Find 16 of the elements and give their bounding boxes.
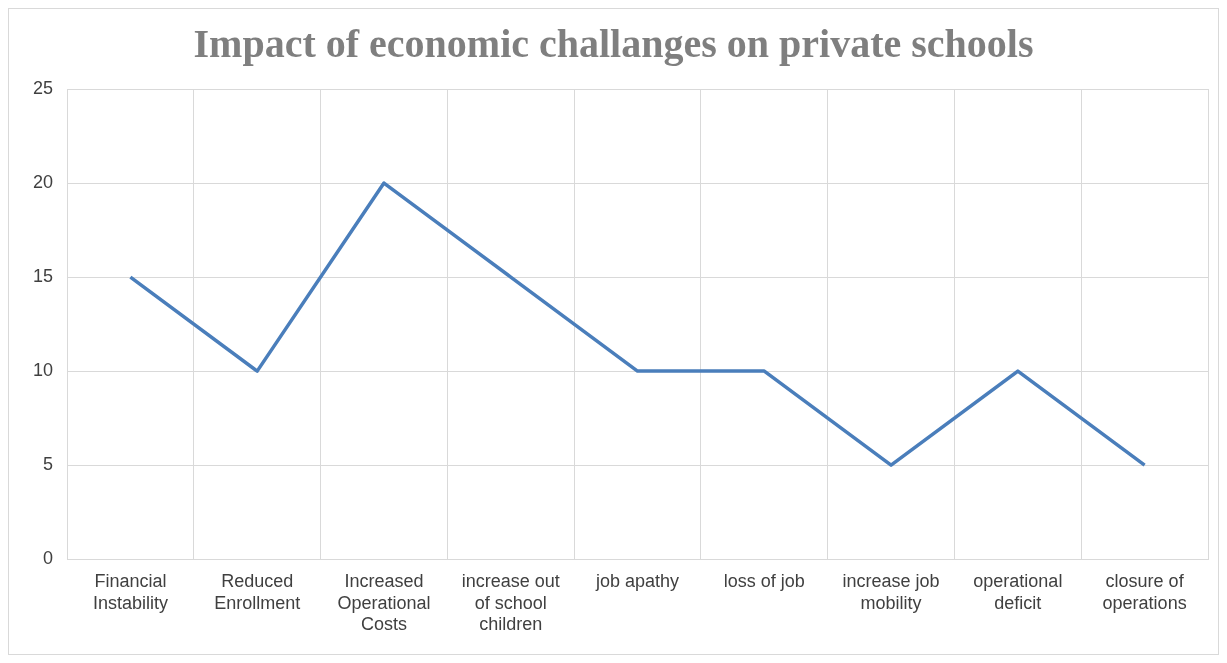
chart-title: Impact of economic challanges on private schools [193, 21, 1034, 67]
x-tick-label: Financial Instability [92, 570, 168, 613]
y-tick-label: 15 [32, 266, 54, 287]
x-tick-label: Increased Operational Costs [337, 570, 431, 635]
x-tick-label: increase out of school children [461, 570, 560, 635]
x-tick-label: loss of job [723, 570, 805, 591]
x-tick-label: closure of operations [1102, 570, 1187, 613]
x-tick-label: job apathy [594, 570, 680, 591]
y-tick-label: 5 [43, 454, 54, 475]
y-tick-label: 25 [32, 77, 54, 98]
y-tick-label: 10 [32, 360, 54, 381]
y-tick-label: 20 [32, 172, 54, 193]
x-tick-label: Reduced Enrollment [214, 570, 301, 613]
x-tick-label: increase job mobility [842, 570, 940, 613]
x-tick-label: operational deficit [973, 570, 1063, 613]
y-tick-label: 0 [43, 548, 54, 569]
